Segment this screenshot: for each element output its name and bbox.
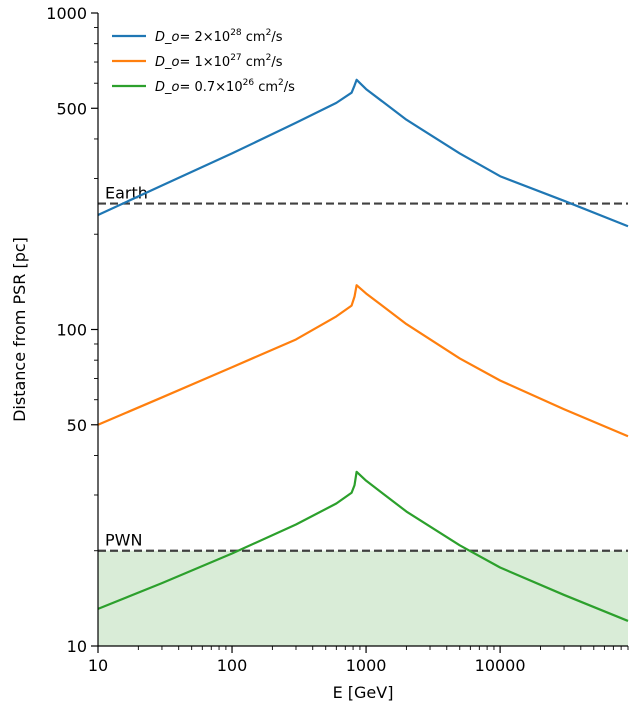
- x-tick-label: 100: [217, 656, 248, 675]
- y-tick-label: 10: [67, 637, 87, 656]
- legend-text-part: 28: [230, 28, 242, 38]
- y-axis-label: Distance from PSR [pc]: [10, 237, 29, 422]
- legend-text-part: cm: [242, 55, 266, 70]
- reference-lines: Earth PWN: [98, 184, 628, 552]
- legend-text-part: = 0.7×10: [179, 80, 242, 95]
- plot-area: [98, 550, 628, 646]
- y-tick-label: 1000: [46, 4, 87, 23]
- legend-label-2: D_o= 1×1027 cm2/s: [155, 53, 283, 70]
- legend-text-part: cm: [254, 80, 278, 95]
- legend-text-part: = 2×10: [179, 30, 230, 45]
- series-line-2: [97, 284, 629, 438]
- legend-text-part: 2: [278, 78, 284, 88]
- legend-text-part: D_o: [155, 30, 180, 45]
- legend: D_o= 2×1028 cm2/sD_o= 1×1027 cm2/sD_o= 0…: [112, 28, 295, 95]
- reference-label-pwn: PWN: [105, 531, 142, 550]
- shaded-region: [98, 550, 628, 646]
- y-tick-label: 100: [56, 321, 87, 340]
- x-axis-label: E [GeV]: [333, 683, 394, 702]
- series-line-3: [97, 470, 629, 622]
- legend-text-part: /s: [284, 80, 295, 95]
- series-line-1: [97, 78, 629, 228]
- x-tick-label: 10000: [475, 656, 526, 675]
- legend-text-part: 2: [266, 53, 272, 63]
- legend-text-part: /s: [271, 30, 282, 45]
- y-tick-label: 50: [67, 416, 87, 435]
- legend-text-part: D_o: [155, 80, 180, 95]
- legend-text-part: 2: [266, 28, 272, 38]
- legend-text-part: 26: [243, 78, 255, 88]
- legend-label-3: D_o= 0.7×1026 cm2/s: [155, 78, 295, 95]
- axes: 10 100 1000 10000 10 50 100 500 1000: [46, 4, 629, 675]
- y-tick-label: 500: [56, 99, 87, 118]
- series-lines: [97, 78, 629, 622]
- legend-text-part: D_o: [155, 55, 180, 70]
- legend-text-part: = 1×10: [179, 55, 230, 70]
- x-tick-label: 1000: [346, 656, 387, 675]
- legend-text-part: /s: [271, 55, 282, 70]
- legend-label-1: D_o= 2×1028 cm2/s: [155, 28, 283, 45]
- x-tick-label: 10: [88, 656, 108, 675]
- reference-label-earth: Earth: [105, 184, 148, 203]
- legend-text-part: cm: [242, 30, 266, 45]
- legend-text-part: 27: [230, 53, 241, 63]
